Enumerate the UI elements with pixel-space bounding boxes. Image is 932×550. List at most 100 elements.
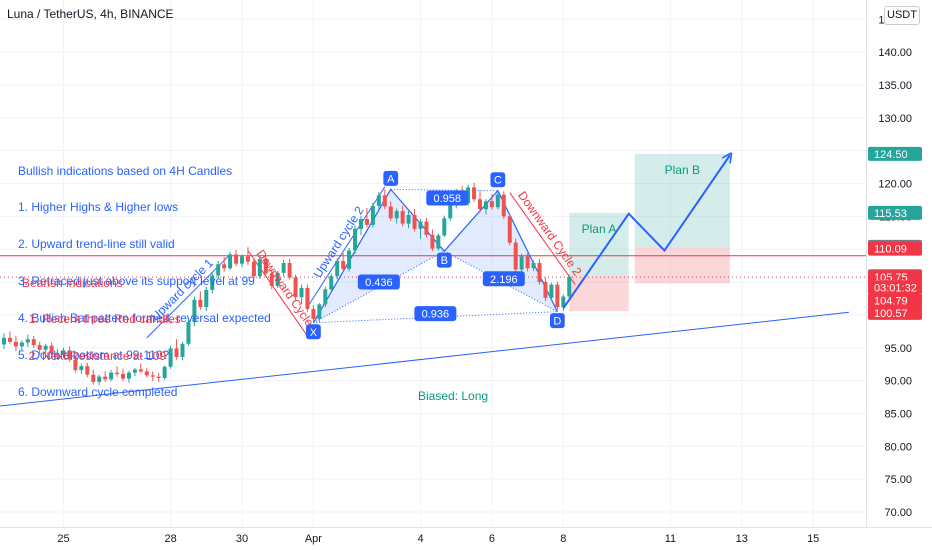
pattern-point-label-box xyxy=(490,172,506,188)
candle-body xyxy=(198,299,203,308)
candle-body xyxy=(103,376,108,380)
candle xyxy=(293,274,298,300)
pattern-ratio-line xyxy=(313,250,445,324)
price-tag-text: 124.50 xyxy=(874,149,908,161)
pattern-ratio-label-text: 0.958 xyxy=(434,193,462,205)
candle-body xyxy=(79,366,84,371)
pattern-ratio-label: 0.936 xyxy=(414,306,457,322)
symbol-title: Luna / TetherUS, 4h, BINANCE xyxy=(7,7,174,21)
candle-body xyxy=(519,256,524,270)
candle-body xyxy=(55,353,60,355)
candle-body xyxy=(222,264,227,269)
candle-body xyxy=(234,254,239,264)
candle-body xyxy=(126,372,131,379)
candle xyxy=(198,291,203,310)
bullish-notes: Bullish indications based on 4H Candles … xyxy=(18,140,271,411)
candle xyxy=(67,346,72,362)
candle-body xyxy=(7,337,12,342)
time-tick-label: 13 xyxy=(736,533,748,545)
candle xyxy=(430,229,435,252)
stop-zone xyxy=(634,246,730,284)
candle xyxy=(359,215,363,236)
time-tick-label: 28 xyxy=(164,533,176,545)
candle xyxy=(281,259,286,277)
bullish-note-line: 4. Bullish Bat pattern formed, reversal … xyxy=(18,311,271,326)
candle xyxy=(245,247,250,265)
candle xyxy=(394,208,399,224)
candle xyxy=(25,334,30,348)
candle-body xyxy=(91,374,96,382)
price-tick-label: 90.00 xyxy=(884,376,912,388)
pattern-point-label-box xyxy=(306,324,321,340)
candle xyxy=(299,284,304,305)
candle-body xyxy=(305,287,310,309)
pattern-fill-xab xyxy=(313,189,445,323)
candle xyxy=(37,341,42,355)
candle xyxy=(561,294,566,311)
pattern-point-label: A xyxy=(383,170,399,186)
pattern-ratio-label-text: 2.196 xyxy=(490,274,518,286)
candle-body xyxy=(115,372,120,375)
candle-body xyxy=(269,273,274,286)
candle-body xyxy=(364,218,369,225)
candle-body xyxy=(347,250,352,269)
candle xyxy=(180,341,185,361)
price-tick-label: 135.00 xyxy=(878,80,912,92)
candle-body xyxy=(448,203,453,219)
pattern-point-label: X xyxy=(306,324,321,340)
bias-label: Biased: Long xyxy=(418,389,489,403)
candle xyxy=(192,296,197,327)
candle-body xyxy=(73,359,78,371)
candle-body xyxy=(150,375,155,377)
candle-body xyxy=(43,345,48,350)
candle-body xyxy=(442,218,447,236)
candle xyxy=(210,272,215,294)
candle-body xyxy=(109,372,114,380)
candle xyxy=(174,339,179,360)
pattern-ratio-label: 0.958 xyxy=(426,190,469,206)
candle xyxy=(234,249,239,267)
time-tick-label: 11 xyxy=(665,533,676,545)
bullish-note-line: 2. Upward trend-line still valid xyxy=(18,237,175,252)
pattern-point-label: D xyxy=(549,313,565,329)
candle xyxy=(525,253,530,272)
time-tick-label: 30 xyxy=(236,533,248,545)
candle xyxy=(287,259,292,280)
candle-body xyxy=(329,276,334,290)
candle-body xyxy=(370,205,375,225)
candle-body xyxy=(204,289,209,308)
candle xyxy=(418,218,423,239)
bearish-note-line: 2. Next Resistance at 109 xyxy=(22,349,167,364)
candle xyxy=(49,342,54,357)
candle-body xyxy=(537,262,542,283)
currency-button[interactable]: USDT xyxy=(884,6,920,25)
pattern-ratio-label-box xyxy=(426,190,469,206)
pattern-ratio-label: 2.196 xyxy=(482,271,525,287)
price-tag-text: 110.09 xyxy=(874,244,907,256)
candle xyxy=(400,205,405,227)
candle xyxy=(317,303,322,323)
pattern-ratio-label-box xyxy=(414,306,457,322)
candle-body xyxy=(561,296,566,308)
candle xyxy=(555,281,560,310)
bullish-note-line: 6. Downward cycle completed xyxy=(18,384,178,399)
price-tick-label: 95.00 xyxy=(884,343,912,355)
candle xyxy=(353,225,358,254)
cycle-line xyxy=(509,192,576,285)
candle-body xyxy=(293,277,298,298)
candle-body xyxy=(168,348,173,367)
candle-body xyxy=(299,287,304,298)
time-tick-label: 15 xyxy=(807,533,819,545)
candle xyxy=(412,209,417,232)
time-tick-label: Apr xyxy=(305,533,322,545)
pattern-ratio-label-text: 0.936 xyxy=(422,309,450,321)
candle xyxy=(97,374,102,386)
candle xyxy=(186,319,191,346)
candle xyxy=(376,192,381,210)
candle xyxy=(73,356,78,373)
candle xyxy=(406,211,411,229)
candle-body xyxy=(317,304,322,319)
candle xyxy=(364,207,369,228)
candle-body xyxy=(216,264,221,276)
